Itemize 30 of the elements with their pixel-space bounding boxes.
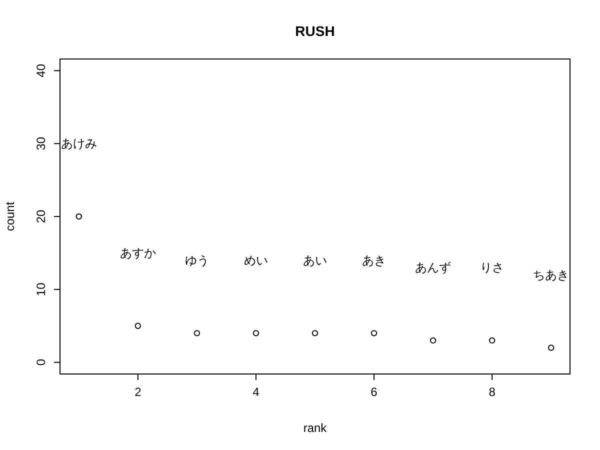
y-axis-title: count <box>3 201 17 232</box>
point <box>194 330 200 336</box>
annotation: ちあき <box>533 268 570 282</box>
point <box>312 330 318 336</box>
point <box>134 322 142 329</box>
x-tick-label: 4 <box>252 385 260 399</box>
x-tick-label: 8 <box>488 385 496 399</box>
point <box>76 213 82 220</box>
chart-title: RUSH <box>295 23 335 39</box>
y-tick-label: 10 <box>34 282 48 296</box>
point <box>548 344 554 351</box>
point <box>370 330 378 336</box>
x-tick-label: 6 <box>370 385 378 399</box>
y-tick-label: 20 <box>34 210 48 224</box>
point <box>252 330 260 336</box>
point <box>430 337 436 344</box>
annotation: あい <box>303 253 327 268</box>
annotation: りさ <box>480 260 504 275</box>
annotation: あんず <box>415 260 452 275</box>
y-tick-label: 40 <box>34 64 48 78</box>
annotation: あすか <box>120 246 156 260</box>
annotation: あけみ <box>60 136 97 151</box>
x-axis-title: rank <box>303 421 328 435</box>
annotation: あき <box>362 253 386 268</box>
point <box>488 337 496 344</box>
y-tick-label: 30 <box>34 136 48 150</box>
y-tick-label: 0 <box>34 358 48 366</box>
x-tick-label: 2 <box>134 385 142 399</box>
annotation: めい <box>244 253 268 268</box>
annotation: ゆう <box>184 253 209 268</box>
